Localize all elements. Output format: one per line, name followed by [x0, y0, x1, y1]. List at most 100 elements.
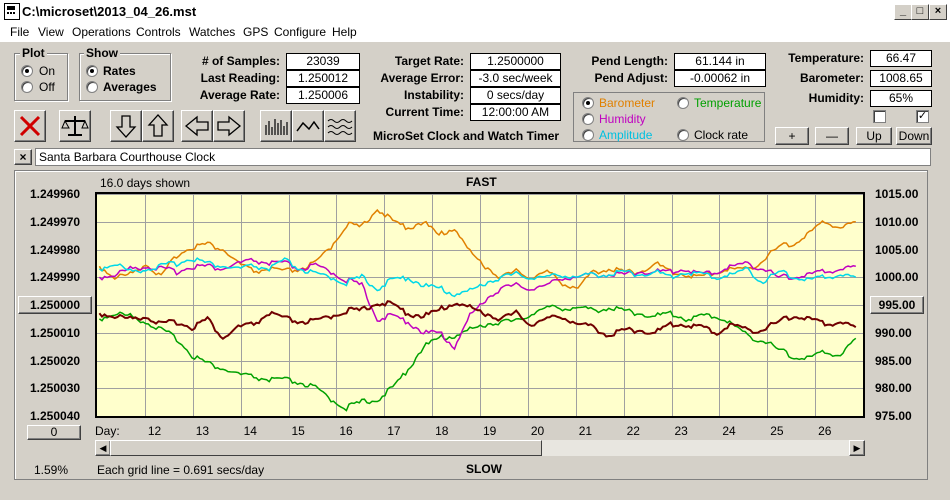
- barometer-option-label: Barometer: [599, 96, 656, 110]
- bar-view-button[interactable]: [260, 110, 292, 142]
- target-rate-label: Target Rate:: [394, 54, 464, 68]
- x-tick-label: 14: [243, 424, 257, 438]
- percent-label: 1.59%: [34, 463, 69, 477]
- menu-watches[interactable]: Watches: [189, 25, 236, 39]
- menu-bar: File View Operations Controls Watches GP…: [0, 22, 950, 42]
- y-left-tick-label: 1.249990: [30, 270, 81, 285]
- y-left-tick-label: 1.249960: [30, 187, 81, 201]
- scroll-right-button[interactable]: ▶: [849, 440, 865, 456]
- temperature-radio[interactable]: [677, 97, 689, 109]
- show-rates-radio[interactable]: [86, 65, 98, 77]
- right-arrow-icon: [217, 115, 242, 137]
- humidity-radio[interactable]: [582, 113, 594, 125]
- pend-length-label: Pend Length:: [591, 54, 668, 68]
- instability-label: Instability:: [403, 88, 464, 102]
- plot-off-label: Off: [39, 80, 55, 94]
- series-line: [98, 257, 857, 298]
- y-left-tick-label: 1.250030: [30, 381, 81, 396]
- title-bar: C:\microset\2013_04_26.mst _ □ ×: [0, 0, 950, 23]
- day-label: Day:: [95, 424, 120, 438]
- menu-configure[interactable]: Configure: [274, 25, 327, 39]
- pend-length-field[interactable]: 61.144 in: [674, 53, 766, 70]
- smooth-view-button[interactable]: [324, 110, 356, 142]
- delete-button[interactable]: [14, 110, 46, 142]
- scroll-up-button[interactable]: Up: [856, 127, 892, 145]
- show-averages-label: Averages: [103, 80, 157, 94]
- center-rate-button[interactable]: 1.250000: [18, 296, 92, 314]
- wave-icon: [296, 120, 320, 132]
- temperature-label: Temperature:: [788, 51, 864, 65]
- days-shown-label: 16.0 days shown: [100, 176, 191, 190]
- slow-label: SLOW: [466, 462, 502, 476]
- clock-rate-option-label: Clock rate: [694, 128, 749, 142]
- right-arrow-button[interactable]: [213, 110, 245, 142]
- scrollbar-thumb[interactable]: [110, 440, 542, 456]
- env-checkbox-1[interactable]: [873, 110, 886, 123]
- average-error-field: -3.0 sec/week: [470, 70, 561, 87]
- graph-panel: [14, 170, 928, 480]
- x-tick-label: 22: [626, 424, 640, 438]
- temperature-option-label: Temperature: [694, 96, 762, 110]
- x-tick-label: 19: [483, 424, 497, 438]
- show-group: [79, 53, 171, 101]
- y-left-tick-label: 1.250040: [30, 409, 81, 423]
- amplitude-radio[interactable]: [582, 129, 594, 141]
- series-line: [98, 304, 857, 412]
- scroll-down-button[interactable]: Down: [896, 127, 932, 145]
- pend-adjust-field: -0.00062 in: [674, 70, 766, 87]
- sensor-select-group: [573, 92, 765, 142]
- zoom-in-button[interactable]: +: [775, 127, 809, 145]
- show-averages-radio[interactable]: [86, 81, 98, 93]
- scale-icon: [61, 116, 89, 136]
- menu-help[interactable]: Help: [332, 25, 357, 39]
- last-reading-field: 1.250012: [286, 70, 360, 87]
- menu-operations[interactable]: Operations: [72, 25, 131, 39]
- center-baro-button[interactable]: 995.00: [870, 296, 924, 314]
- bars-icon: [265, 119, 288, 135]
- plot-on-radio[interactable]: [21, 65, 33, 77]
- app-name-label: MicroSet Clock and Watch Timer: [373, 129, 560, 143]
- zero-button[interactable]: 0: [27, 425, 81, 440]
- app-icon[interactable]: [4, 3, 20, 20]
- menu-gps[interactable]: GPS: [243, 25, 269, 39]
- line-view-button[interactable]: [292, 110, 324, 142]
- down-arrow-button[interactable]: [110, 110, 142, 142]
- env-checkbox-2[interactable]: ✓: [916, 110, 929, 123]
- average-rate-label: Average Rate:: [199, 88, 280, 102]
- multi-wave-icon: [327, 119, 353, 135]
- plot-group-title: Plot: [20, 46, 47, 60]
- y-left-tick-label: 1.250010: [30, 325, 81, 340]
- x-tick-label: 17: [387, 424, 401, 438]
- grid-note-label: Each grid line = 0.691 secs/day: [97, 463, 265, 477]
- x-tick-label: 13: [195, 424, 210, 438]
- menu-file[interactable]: File: [10, 25, 30, 39]
- barometer-radio[interactable]: [582, 97, 594, 109]
- amplitude-option-label: Amplitude: [599, 128, 653, 142]
- humidity-label: Humidity:: [808, 91, 864, 105]
- minimize-button[interactable]: _: [894, 4, 912, 20]
- series-line: [98, 257, 856, 351]
- menu-controls[interactable]: Controls: [136, 25, 181, 39]
- humidity-field: 65%: [870, 90, 932, 107]
- y-right-tick-label: 1010.00: [875, 214, 919, 229]
- left-arrow-button[interactable]: [181, 110, 213, 142]
- instability-field: 0 secs/day: [470, 87, 561, 104]
- zoom-out-button[interactable]: —: [815, 127, 849, 145]
- scroll-left-button[interactable]: ◀: [95, 440, 111, 456]
- maximize-button[interactable]: □: [911, 4, 929, 20]
- balance-button[interactable]: [59, 110, 91, 142]
- clock-name-field[interactable]: Santa Barbara Courthouse Clock: [35, 148, 931, 166]
- down-arrow-icon: [115, 115, 137, 138]
- menu-view[interactable]: View: [38, 25, 64, 39]
- target-rate-field[interactable]: 1.2500000: [470, 53, 561, 70]
- humidity-option-label: Humidity: [599, 112, 646, 126]
- x-tick-label: 25: [770, 424, 784, 438]
- close-window-button[interactable]: ×: [929, 4, 947, 20]
- close-clock-button[interactable]: ×: [14, 149, 32, 165]
- current-time-field: 12:00:00 AM: [470, 104, 561, 121]
- clock-rate-radio[interactable]: [677, 129, 689, 141]
- plot-off-radio[interactable]: [21, 81, 33, 93]
- horizontal-scrollbar[interactable]: ◀ ▶: [95, 440, 865, 456]
- x-tick-label: 16: [339, 424, 353, 438]
- up-arrow-button[interactable]: [142, 110, 174, 142]
